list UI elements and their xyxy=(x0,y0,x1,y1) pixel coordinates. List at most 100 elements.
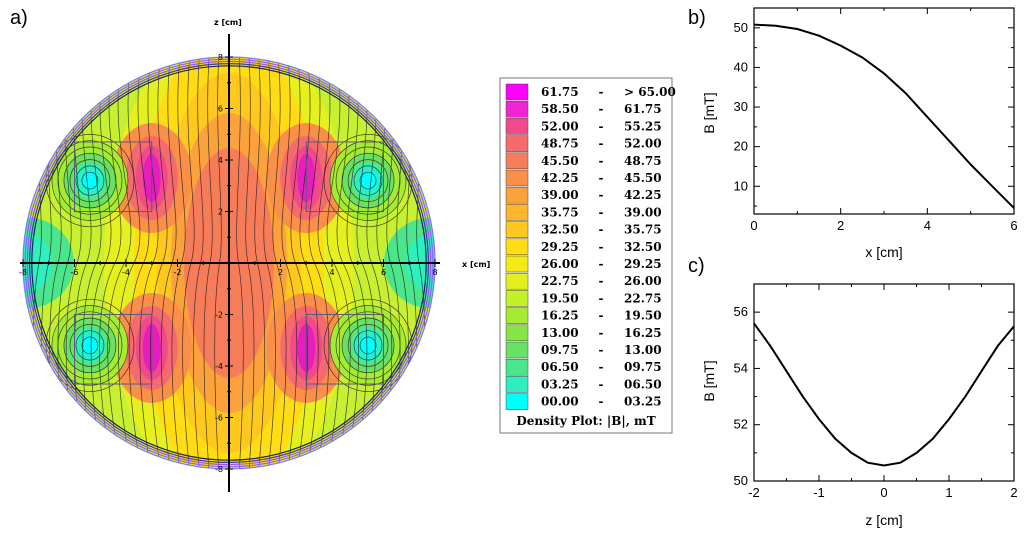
field-loop xyxy=(353,165,383,196)
x-tick-label: 6 xyxy=(1010,218,1017,233)
fem-z-tick-label: -6 xyxy=(215,414,223,423)
plot-c-y-label: B [mT] xyxy=(701,360,717,401)
legend-sep: - xyxy=(599,171,604,185)
field-loop xyxy=(329,140,407,221)
legend-sep: - xyxy=(599,102,604,116)
legend-swatch xyxy=(505,238,529,256)
plot-b: 0 2 4 6 10 20 30 40 50 xyxy=(734,7,1018,233)
legend-swatch xyxy=(505,376,529,393)
y-tick-label: 50 xyxy=(734,20,748,35)
field-loop xyxy=(347,324,389,367)
legend-low: 48.75 xyxy=(541,137,579,151)
x-tick-label: 4 xyxy=(924,218,931,233)
field-loop xyxy=(353,330,383,361)
legend-high: 22.75 xyxy=(624,291,662,305)
field-loop xyxy=(51,140,129,221)
heat-spot xyxy=(359,335,378,356)
legend-high: 35.75 xyxy=(624,223,662,237)
legend-sep: - xyxy=(599,326,604,340)
field-loop xyxy=(323,134,413,228)
data-line xyxy=(753,322,1015,467)
legend-swatch xyxy=(505,341,529,359)
fem-z-tick-label: 4 xyxy=(218,156,223,165)
field-loop xyxy=(81,336,99,355)
y-tick-label: 50 xyxy=(734,473,748,488)
y-tick-label: 56 xyxy=(734,304,748,319)
x-tick-label: 1 xyxy=(945,485,952,500)
legend-low: 16.25 xyxy=(541,309,579,323)
plot-b-x-label: x [cm] xyxy=(865,244,902,260)
field-loop xyxy=(69,324,111,367)
legend-swatch xyxy=(505,204,529,221)
legend-high: 03.25 xyxy=(624,395,662,409)
field-loop xyxy=(347,159,389,202)
field-loop xyxy=(57,311,123,380)
panel-a-label: a) xyxy=(10,7,28,29)
x-tick-label: 2 xyxy=(1010,485,1017,500)
x-tick-label: 0 xyxy=(880,485,887,500)
data-line xyxy=(753,23,1015,209)
field-loop xyxy=(63,317,117,374)
fem-x-tick-label: -8 xyxy=(19,268,27,277)
fem-z-axis-label: z [cm] xyxy=(214,18,242,27)
legend-swatch xyxy=(505,272,529,290)
legend-high: 16.25 xyxy=(624,326,662,340)
legend-low: 19.50 xyxy=(541,291,579,305)
legend-sep: - xyxy=(599,137,604,151)
fem-x-tick-label: -4 xyxy=(122,268,130,277)
y-tick-label: 10 xyxy=(734,178,748,193)
legend-low: 52.00 xyxy=(541,119,579,133)
fem-x-tick-label: 4 xyxy=(329,268,334,277)
field-loop xyxy=(329,305,407,386)
legend-low: 61.75 xyxy=(541,85,579,99)
legend-high: 48.75 xyxy=(624,154,662,168)
legend-high: 09.75 xyxy=(624,360,662,374)
legend-low: 29.25 xyxy=(541,240,579,254)
fem-x-tick-label: -6 xyxy=(71,268,79,277)
legend-swatch xyxy=(505,100,529,118)
field-loop xyxy=(323,298,413,392)
legend-sep: - xyxy=(599,395,604,409)
legend-high: 19.50 xyxy=(624,309,662,323)
legend-sep: - xyxy=(599,360,604,374)
y-tick-label: 40 xyxy=(734,59,748,74)
coil-rect xyxy=(305,141,384,213)
legend-low: 22.75 xyxy=(541,274,579,288)
fem-x-tick-label: 2 xyxy=(278,268,283,277)
legend-low: 06.50 xyxy=(541,360,579,374)
field-loop xyxy=(335,146,401,215)
plot-c: -2 -1 0 1 2 50 52 54 56 xyxy=(734,283,1018,500)
legend-sep: - xyxy=(599,343,604,357)
field-loop xyxy=(75,165,105,196)
legend-high: 06.50 xyxy=(624,377,662,391)
legend-sep: - xyxy=(599,223,604,237)
coil-outlines xyxy=(74,141,384,385)
field-loop xyxy=(69,159,111,202)
legend-sep: - xyxy=(599,188,604,202)
fem-z-tick-label: 2 xyxy=(218,208,223,217)
fem-x-axis-label: x [cm] xyxy=(462,260,490,269)
legend-low: 09.75 xyxy=(541,343,579,357)
legend-high: 61.75 xyxy=(624,102,662,116)
legend-sep: - xyxy=(599,154,604,168)
field-loop xyxy=(341,152,395,209)
field-loop xyxy=(57,146,123,215)
legend-high: 42.25 xyxy=(624,188,662,202)
fem-z-tick-label: 6 xyxy=(218,105,223,114)
fem-z-tick-label: -8 xyxy=(215,465,223,474)
coil-rect xyxy=(305,314,384,385)
legend-low: 32.50 xyxy=(541,223,579,237)
legend-title: Density Plot: |B|, mT xyxy=(516,414,655,428)
legend-low: 42.25 xyxy=(541,171,579,185)
legend-swatch xyxy=(505,255,529,273)
legend-sep: - xyxy=(599,257,604,271)
legend-swatch xyxy=(505,307,529,324)
fem-x-tick-label: -2 xyxy=(174,268,182,277)
legend-low: 00.00 xyxy=(541,395,579,409)
legend-sep: - xyxy=(599,85,604,99)
legend-sep: - xyxy=(599,274,604,288)
field-loop xyxy=(63,152,117,209)
legend-high: 26.00 xyxy=(624,274,662,288)
legend-swatch xyxy=(505,221,529,238)
